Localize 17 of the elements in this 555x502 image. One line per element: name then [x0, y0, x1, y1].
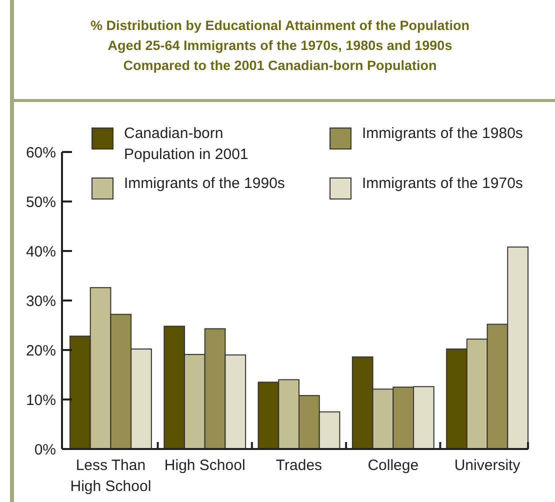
y-tick-label: 40% [26, 243, 56, 260]
y-tick-label: 0% [34, 441, 56, 458]
y-tick-label: 30% [26, 292, 56, 310]
x-tick-label: Trades [276, 457, 322, 474]
x-tick-label: Less Than High School [70, 457, 152, 495]
y-tick-label: 10% [26, 392, 56, 409]
legend-label: Immigrants of the 1980s [362, 125, 523, 142]
y-tick-label: 50% [26, 194, 56, 211]
x-tick-label: College [368, 457, 419, 474]
y-tick-label: 20% [26, 342, 56, 360]
x-tick-label: University [454, 457, 521, 474]
legend-label: Immigrants of the 1970s [362, 175, 523, 192]
legend-label: Immigrants of the 1990s [124, 175, 285, 192]
x-tick-label: High School [164, 457, 246, 474]
y-tick-label: 60% [26, 144, 56, 162]
legend-label: Canadian-born Population in 2001 [124, 125, 248, 163]
chart-title: % Distribution by Educational Attainment of the Population Aged 25-64 Immigrants of the 1970s, 1980s and 1990s Compared to the 2001 Canadian-born Population [90, 18, 470, 73]
